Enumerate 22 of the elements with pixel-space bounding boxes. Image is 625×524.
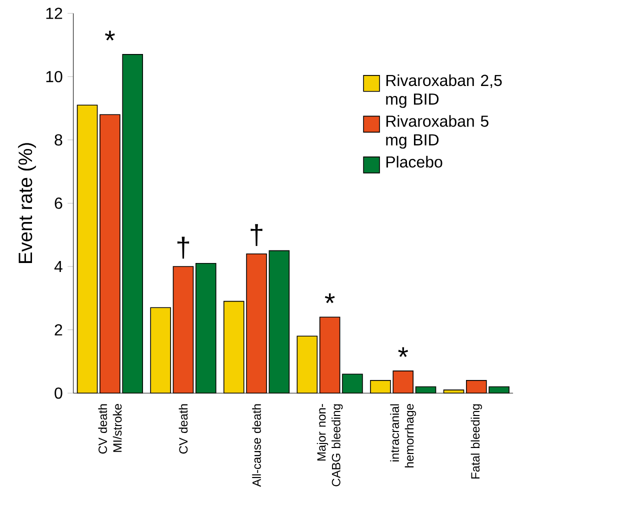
- y-tick-label: 10: [46, 71, 62, 82]
- y-axis-title: Event rate (%): [18, 143, 36, 264]
- x-tick-label: CV death: [178, 404, 188, 454]
- annotation: †: [177, 236, 190, 259]
- x-tick-label: Major non-CABG bleeding: [316, 404, 343, 486]
- annotation: †: [250, 224, 262, 246]
- legend-label: Rivaroxaban 5 mg BID: [386, 115, 488, 149]
- legend-label: Rivaroxaban 2,5 mg BID: [386, 74, 502, 108]
- x-tick-label: All-cause death: [252, 404, 261, 487]
- y-tick-label: 8: [54, 134, 62, 146]
- x-tick-label: Fatal bleeding: [470, 404, 482, 479]
- y-tick-label: 6: [54, 198, 62, 210]
- legend-label: Placebo: [386, 156, 442, 168]
- y-tick-label: 2: [54, 324, 62, 336]
- annotation: *: [105, 30, 115, 41]
- x-tick-label: CV death MI/stroke: [98, 404, 122, 454]
- y-tick-label: 0: [54, 388, 62, 399]
- y-tick-label: 12: [46, 8, 62, 20]
- annotation: *: [398, 347, 408, 358]
- x-tick-label: intracranial hemorrhage: [390, 404, 416, 468]
- annotation: *: [324, 294, 335, 304]
- y-tick-label: 4: [54, 261, 62, 272]
